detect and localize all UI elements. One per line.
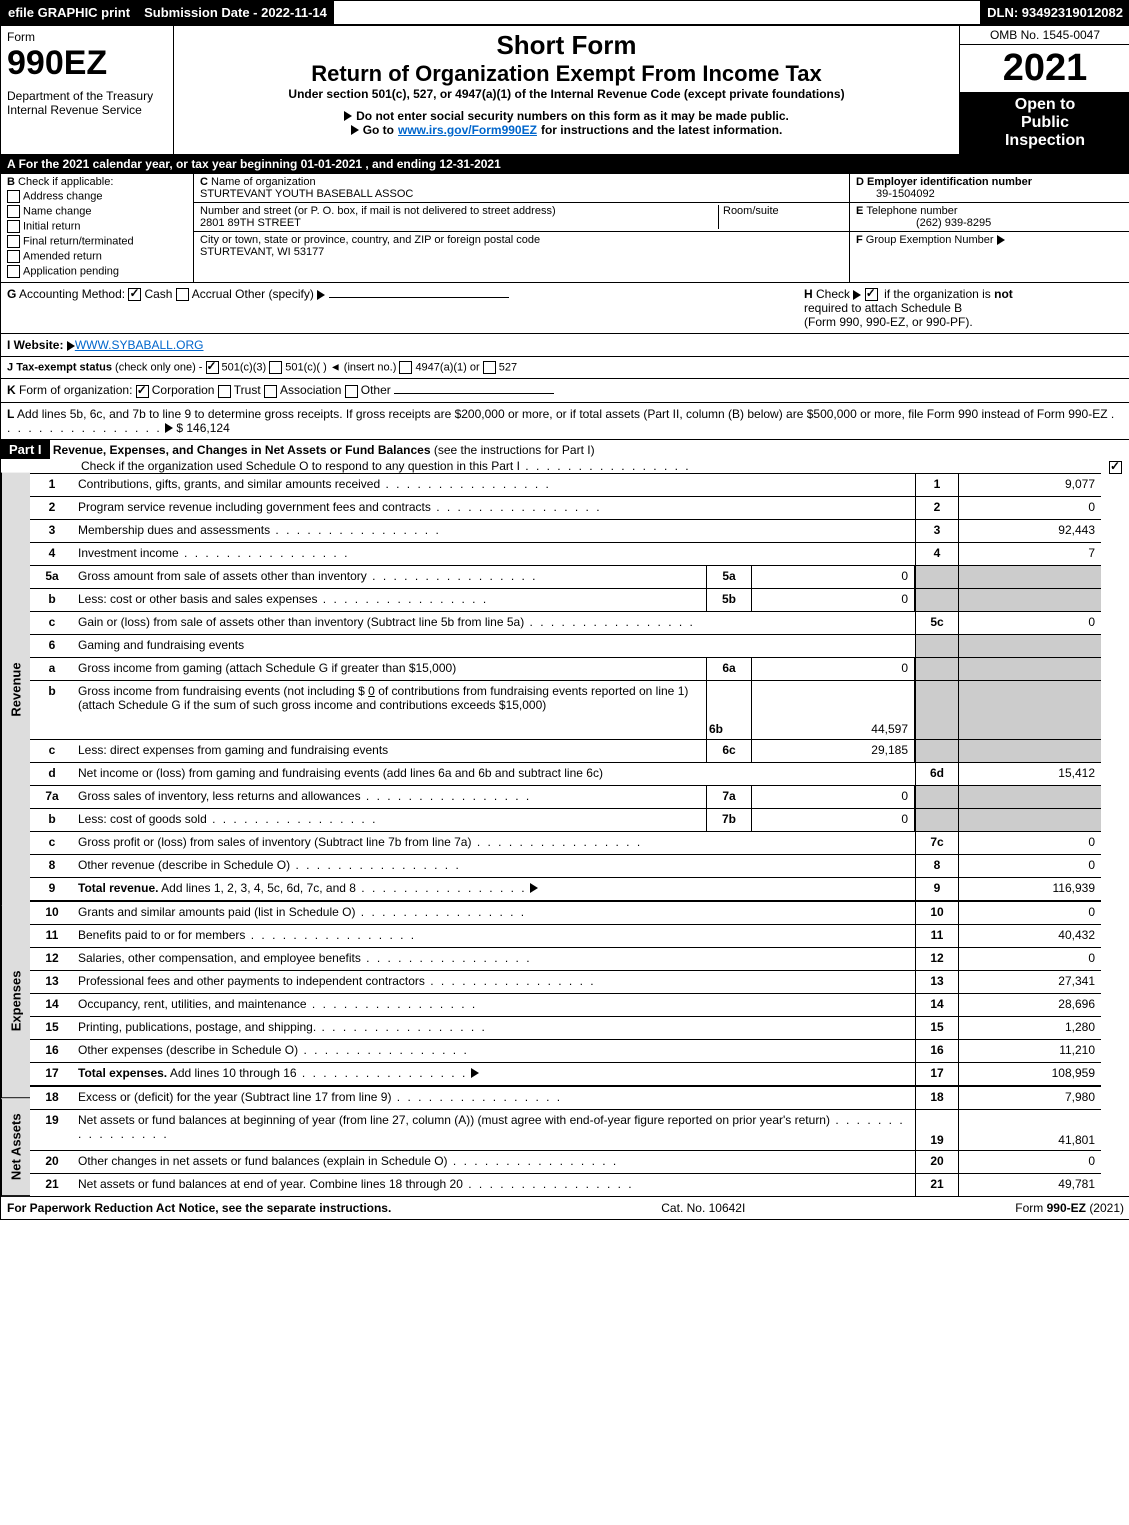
under-section: Under section 501(c), 527, or 4947(a)(1)… xyxy=(178,87,955,101)
form-page: efile GRAPHIC print Submission Date - 20… xyxy=(0,0,1129,1220)
line-7c: cGross profit or (loss) from sales of in… xyxy=(30,831,1101,854)
part-i-header: Part I Revenue, Expenses, and Changes in… xyxy=(1,439,1129,473)
room-suite: Room/suite xyxy=(718,205,843,229)
no-ssn-note: Do not enter social security numbers on … xyxy=(356,109,789,123)
telephone: (262) 939-8295 xyxy=(856,217,991,229)
other-method-input[interactable] xyxy=(329,297,509,298)
section-i: I Website: WWW.SYBABALL.ORG xyxy=(1,333,1129,356)
form-header: Form 990EZ Department of the Treasury In… xyxy=(1,24,1129,154)
name-change-checkbox[interactable] xyxy=(7,205,20,218)
line-13: 13Professional fees and other payments t… xyxy=(30,970,1101,993)
line-8: 8Other revenue (describe in Schedule O)8… xyxy=(30,854,1101,877)
tax-year: 2021 xyxy=(960,45,1129,92)
revenue-label: Revenue xyxy=(1,473,30,906)
arrow-icon xyxy=(530,883,538,893)
section-l: L Add lines 5b, 6c, and 7b to line 9 to … xyxy=(1,402,1129,439)
line-12: 12Salaries, other compensation, and empl… xyxy=(30,947,1101,970)
open-inspection: Open to Public Inspection xyxy=(960,92,1129,154)
arrow-icon xyxy=(344,111,352,121)
cash-checkbox[interactable] xyxy=(128,288,141,301)
527-checkbox[interactable] xyxy=(483,361,496,374)
line-15: 15Printing, publications, postage, and s… xyxy=(30,1016,1101,1039)
line-6: 6Gaming and fundraising events xyxy=(30,634,1101,657)
association-checkbox[interactable] xyxy=(264,385,277,398)
line-14: 14Occupancy, rent, utilities, and mainte… xyxy=(30,993,1101,1016)
line-10: 10Grants and similar amounts paid (list … xyxy=(30,900,1101,924)
section-b: B Check if applicable: Address change Na… xyxy=(1,174,194,282)
trust-checkbox[interactable] xyxy=(218,385,231,398)
part-i-table: Revenue Expenses Net Assets 1Contributio… xyxy=(1,473,1101,1196)
line-6a: aGross income from gaming (attach Schedu… xyxy=(30,657,1101,680)
page-footer: For Paperwork Reduction Act Notice, see … xyxy=(1,1196,1129,1219)
schedule-b-checkbox[interactable] xyxy=(865,288,878,301)
omb-number: OMB No. 1545-0047 xyxy=(960,26,1129,45)
corporation-checkbox[interactable] xyxy=(136,385,149,398)
line-1: 1Contributions, gifts, grants, and simil… xyxy=(30,473,1101,496)
line-20: 20Other changes in net assets or fund ba… xyxy=(30,1150,1101,1173)
line-5b: bLess: cost or other basis and sales exp… xyxy=(30,588,1101,611)
short-form-title: Short Form xyxy=(178,30,955,61)
net-assets-label: Net Assets xyxy=(1,1099,30,1196)
application-pending-checkbox[interactable] xyxy=(7,265,20,278)
line-7b: bLess: cost of goods sold7b0 xyxy=(30,808,1101,831)
city-state-zip: STURTEVANT, WI 53177 xyxy=(200,246,324,258)
line-5c: cGain or (loss) from sale of assets othe… xyxy=(30,611,1101,634)
line-11: 11Benefits paid to or for members1140,43… xyxy=(30,924,1101,947)
section-g-h: G Accounting Method: Cash Accrual Other … xyxy=(1,282,1129,333)
expenses-label: Expenses xyxy=(1,905,30,1098)
line-9: 9Total revenue. Add lines 1, 2, 3, 4, 5c… xyxy=(30,877,1101,900)
irs-link[interactable]: www.irs.gov/Form990EZ xyxy=(398,123,537,137)
line-4: 4Investment income47 xyxy=(30,542,1101,565)
final-return-checkbox[interactable] xyxy=(7,235,20,248)
line-6d: dNet income or (loss) from gaming and fu… xyxy=(30,762,1101,785)
schedule-o-checkbox[interactable] xyxy=(1109,461,1122,474)
efile-print[interactable]: efile GRAPHIC print xyxy=(1,1,137,24)
line-5a: 5aGross amount from sale of assets other… xyxy=(30,565,1101,588)
line-3: 3Membership dues and assessments392,443 xyxy=(30,519,1101,542)
section-k: K Form of organization: Corporation Trus… xyxy=(1,378,1129,401)
arrow-icon xyxy=(67,341,75,351)
line-21: 21Net assets or fund balances at end of … xyxy=(30,1173,1101,1196)
gross-receipts: $ 146,124 xyxy=(176,421,229,435)
arrow-icon xyxy=(317,290,325,300)
line-16: 16Other expenses (describe in Schedule O… xyxy=(30,1039,1101,1062)
section-j: J Tax-exempt status (check only one) - 5… xyxy=(1,356,1129,378)
line-19: 19Net assets or fund balances at beginni… xyxy=(30,1109,1101,1150)
form-number: 990EZ xyxy=(7,44,167,83)
return-title: Return of Organization Exempt From Incom… xyxy=(178,61,955,87)
line-17: 17Total expenses. Add lines 10 through 1… xyxy=(30,1062,1101,1085)
501c-checkbox[interactable] xyxy=(269,361,282,374)
4947-checkbox[interactable] xyxy=(399,361,412,374)
initial-return-checkbox[interactable] xyxy=(7,220,20,233)
website-link[interactable]: WWW.SYBABALL.ORG xyxy=(75,338,204,352)
dept-label: Department of the Treasury Internal Reve… xyxy=(7,89,167,117)
line-18: 18Excess or (deficit) for the year (Subt… xyxy=(30,1085,1101,1109)
street-address: 2801 89TH STREET xyxy=(200,217,301,229)
accrual-checkbox[interactable] xyxy=(176,288,189,301)
address-change-checkbox[interactable] xyxy=(7,190,20,203)
section-a: A For the 2021 calendar year, or tax yea… xyxy=(1,154,1129,173)
amended-return-checkbox[interactable] xyxy=(7,250,20,263)
line-6c: cLess: direct expenses from gaming and f… xyxy=(30,739,1101,762)
submission-date: Submission Date - 2022-11-14 xyxy=(137,1,334,24)
top-bar: efile GRAPHIC print Submission Date - 20… xyxy=(1,1,1129,24)
form-label: Form xyxy=(7,30,167,44)
arrow-icon xyxy=(997,235,1005,245)
ein: 39-1504092 xyxy=(856,188,935,200)
line-7a: 7aGross sales of inventory, less returns… xyxy=(30,785,1101,808)
arrow-icon xyxy=(351,125,359,135)
arrow-icon xyxy=(853,290,861,300)
arrow-icon xyxy=(471,1068,479,1078)
org-name: STURTEVANT YOUTH BASEBALL ASSOC xyxy=(200,188,413,200)
501c3-checkbox[interactable] xyxy=(206,361,219,374)
other-org-checkbox[interactable] xyxy=(345,385,358,398)
line-6b: bGross income from fundraising events (n… xyxy=(30,680,1101,739)
org-info-grid: B Check if applicable: Address change Na… xyxy=(1,173,1129,282)
arrow-icon xyxy=(165,423,173,433)
line-2: 2Program service revenue including gover… xyxy=(30,496,1101,519)
dln: DLN: 93492319012082 xyxy=(980,1,1129,24)
